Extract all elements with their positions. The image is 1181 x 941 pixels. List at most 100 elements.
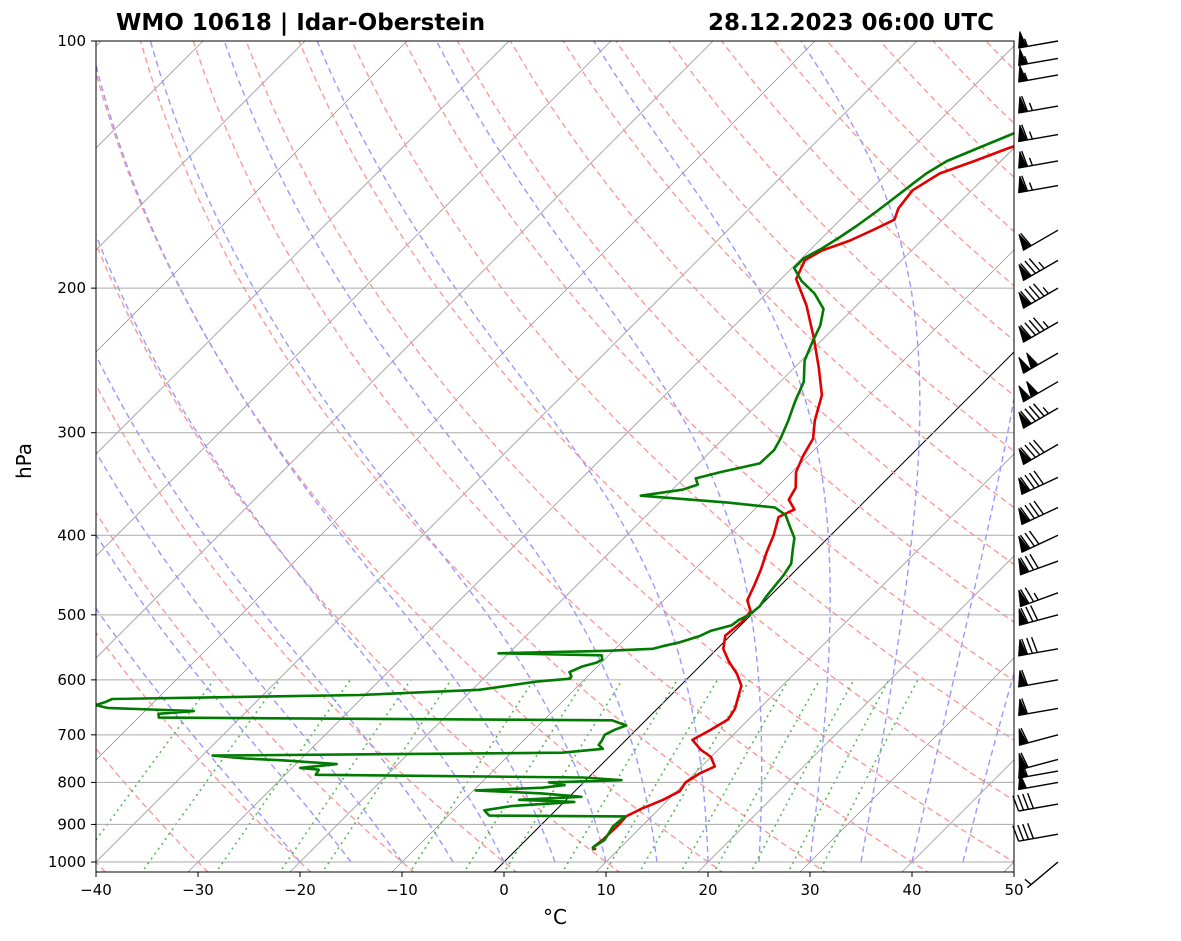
wind-barb [1018,229,1059,251]
y-tick-label: 1000 [48,853,86,871]
wind-barb [1018,669,1059,688]
dry-adiabat-line [720,41,1014,342]
dry-adiabat-line [403,41,1014,682]
wind-barbs [1012,31,1059,889]
wind-barb [1018,31,1059,49]
isotherm-line [96,41,918,863]
wind-barb [1018,175,1059,194]
chart-title-right: 28.12.2023 06:00 UTC [708,10,994,36]
wind-barb [1018,470,1059,495]
dry-adiabat-line [879,41,1014,179]
wind-barb [1018,439,1059,466]
dry-adiabat-line [1105,3,1181,879]
dry-adiabat-line [509,41,1014,566]
wind-barb [1018,752,1059,771]
dry-adiabat-line [984,41,1014,71]
dry-adiabat-line [192,41,930,872]
wind-barb [1018,258,1059,282]
y-tick-label: 100 [57,32,86,50]
reference-lines [0,3,1181,879]
dry-adiabat-line [1156,3,1181,879]
temperature-profile-line [591,144,1014,851]
wind-barb [1012,792,1059,812]
mixing-ratio-line [411,679,535,870]
isotherm-line [96,41,714,659]
wind-barb [1018,65,1059,83]
moist-adiabat-line [962,670,1014,863]
x-tick-label: −40 [80,881,112,899]
dry-adiabat-line [615,41,1014,452]
wind-barb [1012,823,1059,842]
pressure-gridlines [96,40,1014,863]
mixing-ratio-line [465,679,586,870]
isotherm-line [0,3,37,879]
wind-barb [1018,150,1059,169]
wind-barb [1018,403,1059,429]
moist-adiabat-line [149,41,607,863]
dry-adiabat-line [96,241,621,872]
y-tick-label: 700 [57,726,86,744]
wind-barb [1018,727,1059,746]
moist-adiabat-line [316,41,709,863]
y-axis-label: hPa [12,443,36,479]
x-axis-label: °C [543,905,567,929]
wind-barb [1018,95,1059,114]
wind-barb [1018,352,1059,374]
moist-adiabat-line [96,62,556,863]
moist-adiabat-line [96,607,301,863]
dewpoint-profile-line [96,131,1014,851]
x-tick-label: −20 [284,881,316,899]
moist-adiabat-line [223,41,658,863]
mixing-ratio-line [751,679,855,870]
wind-barb [1018,637,1059,657]
dry-adiabat-line [932,41,1014,125]
isotherm-line [595,453,1014,872]
mixing-ratio-line [563,679,678,870]
dry-adiabat-line [1002,3,1181,879]
moist-adiabat-line [593,41,831,863]
x-tick-label: 50 [1004,881,1023,899]
mixing-ratio-line [789,679,890,870]
wind-barb [1018,317,1059,343]
dry-adiabat-line [96,860,107,872]
wind-barb [1018,587,1059,608]
wind-barb [1018,605,1059,626]
moist-adiabat-line [96,450,403,863]
x-tick-label: −10 [386,881,418,899]
y-tick-label: 200 [57,279,86,297]
mixing-ratio-line [143,679,281,870]
dry-adiabat-line [562,41,1014,509]
isotherm-line [1099,3,1181,879]
wind-barb [1024,861,1059,889]
chart-title-left: WMO 10618 | Idar-Oberstein [116,10,485,36]
isotherm-line [96,41,204,149]
plot-frame [95,40,1015,873]
dry-adiabat-line [96,631,312,872]
y-tick-label: 400 [57,526,86,544]
dry-adiabat-line [139,41,827,872]
x-tick-label: 10 [596,881,615,899]
mixing-ratio-line [606,679,719,870]
moist-adiabat-line [435,41,763,863]
dry-adiabat-line [96,70,724,872]
sounding-profiles [96,131,1014,851]
moist-adiabat-line [96,233,505,863]
dry-adiabat-line [667,41,1014,397]
y-tick-label: 800 [57,773,86,791]
dry-adiabat-line [245,41,1014,863]
y-tick-label: 500 [57,606,86,624]
x-tick-label: 0 [499,881,509,899]
dry-adiabat-line [1053,3,1181,879]
y-tick-label: 300 [57,424,86,442]
x-tick-label: −30 [182,881,214,899]
y-axis-ticks: 1000 900 800 700 600 500 400 300 200 100 [48,32,96,871]
isotherm-line [96,41,510,455]
isotherm-line [697,555,1014,872]
moist-adiabat-line [800,41,921,863]
moist-adiabat-line [96,533,352,863]
isotherm-line [96,41,816,761]
x-tick-label: 40 [902,881,921,899]
wind-barb [1018,380,1059,403]
x-tick-label: 30 [800,881,819,899]
